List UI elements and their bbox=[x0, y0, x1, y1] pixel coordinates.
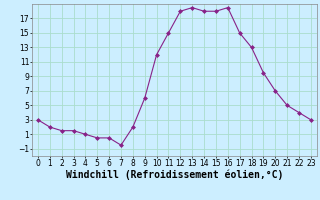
X-axis label: Windchill (Refroidissement éolien,°C): Windchill (Refroidissement éolien,°C) bbox=[66, 169, 283, 180]
